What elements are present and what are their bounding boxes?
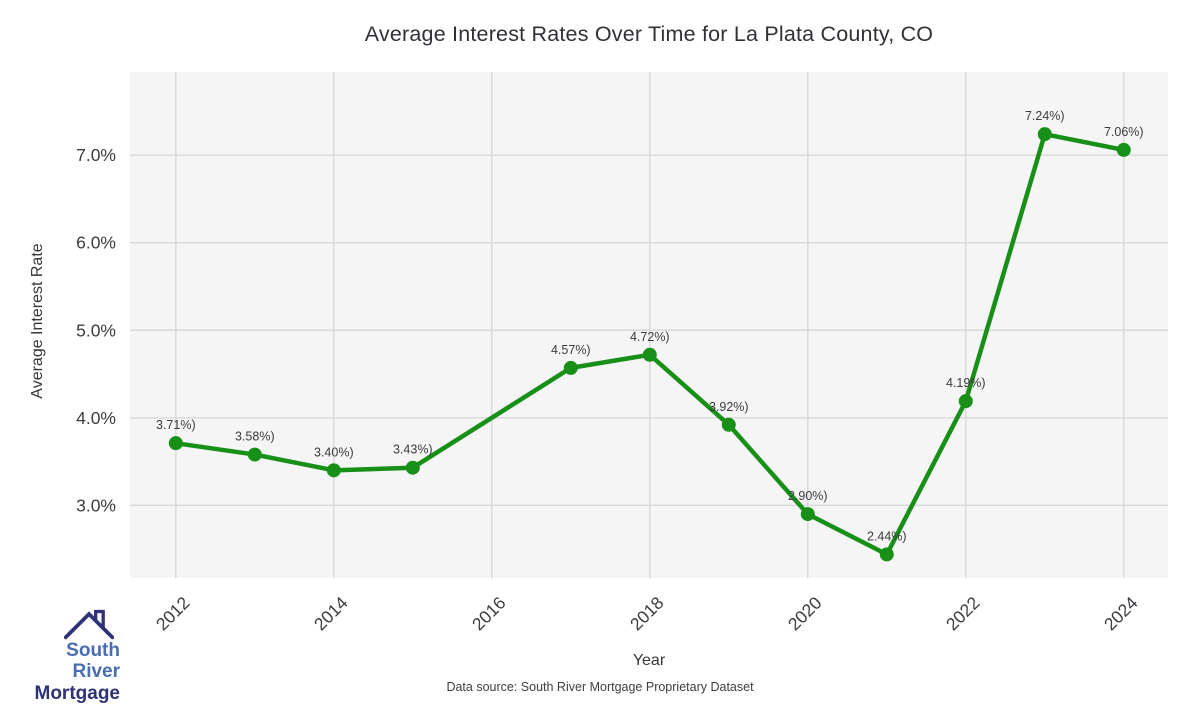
x-tick-label: 2024	[1100, 593, 1142, 635]
house-roof-icon	[64, 609, 114, 640]
data-point	[326, 463, 341, 478]
x-tick-label: 2018	[626, 593, 668, 635]
plot-background	[130, 72, 1168, 578]
y-tick-label: 4.0%	[76, 408, 116, 428]
data-point-label: 7.06%)	[1104, 125, 1144, 139]
data-point	[168, 436, 183, 451]
data-point-label: 7.24%)	[1025, 109, 1065, 123]
x-tick-label: 2020	[784, 593, 826, 635]
y-tick-label: 3.0%	[76, 495, 116, 515]
data-point	[563, 360, 578, 375]
data-point	[247, 447, 262, 462]
logo-text-mortgage: Mortgage	[34, 682, 121, 704]
data-point-label: 4.57%)	[551, 343, 591, 357]
x-tick-label: 2014	[310, 593, 352, 635]
x-axis-label: Year	[632, 652, 666, 669]
data-point	[405, 460, 420, 475]
chart-title: Average Interest Rates Over Time for La …	[364, 22, 934, 46]
data-point	[879, 547, 894, 562]
south-river-mortgage-logo: South River Mortgage	[20, 608, 120, 704]
data-point-label: 3.71%)	[156, 418, 196, 432]
data-point-label: 2.44%)	[867, 529, 907, 543]
data-point-label: 2.90%)	[788, 489, 828, 503]
logo-text-south-river: South River	[66, 640, 120, 683]
y-axis-label: Average Interest Rate	[29, 243, 46, 399]
data-point	[800, 507, 815, 522]
data-point	[958, 394, 973, 409]
y-tick-label: 5.0%	[76, 320, 116, 340]
x-tick-label: 2022	[942, 593, 984, 635]
data-point-label: 3.43%)	[393, 443, 433, 457]
data-point	[642, 347, 657, 362]
x-tick-label: 2012	[152, 593, 194, 635]
data-point-label: 4.72%)	[630, 330, 670, 344]
data-point	[721, 417, 736, 432]
data-point-label: 3.58%)	[235, 430, 275, 444]
data-source-caption: Data source: South River Mortgage Propri…	[446, 680, 754, 694]
y-tick-label: 7.0%	[76, 145, 116, 165]
data-point-label: 3.92%)	[709, 400, 749, 414]
y-tick-label: 6.0%	[76, 233, 116, 253]
data-point-label: 4.19%)	[946, 376, 986, 390]
series-line	[173, 131, 1127, 557]
gridlines	[130, 72, 1168, 578]
x-tick-label: 2016	[468, 593, 510, 635]
data-point	[1116, 142, 1131, 157]
data-point-label: 3.40%)	[314, 445, 354, 459]
data-point	[1037, 127, 1052, 142]
